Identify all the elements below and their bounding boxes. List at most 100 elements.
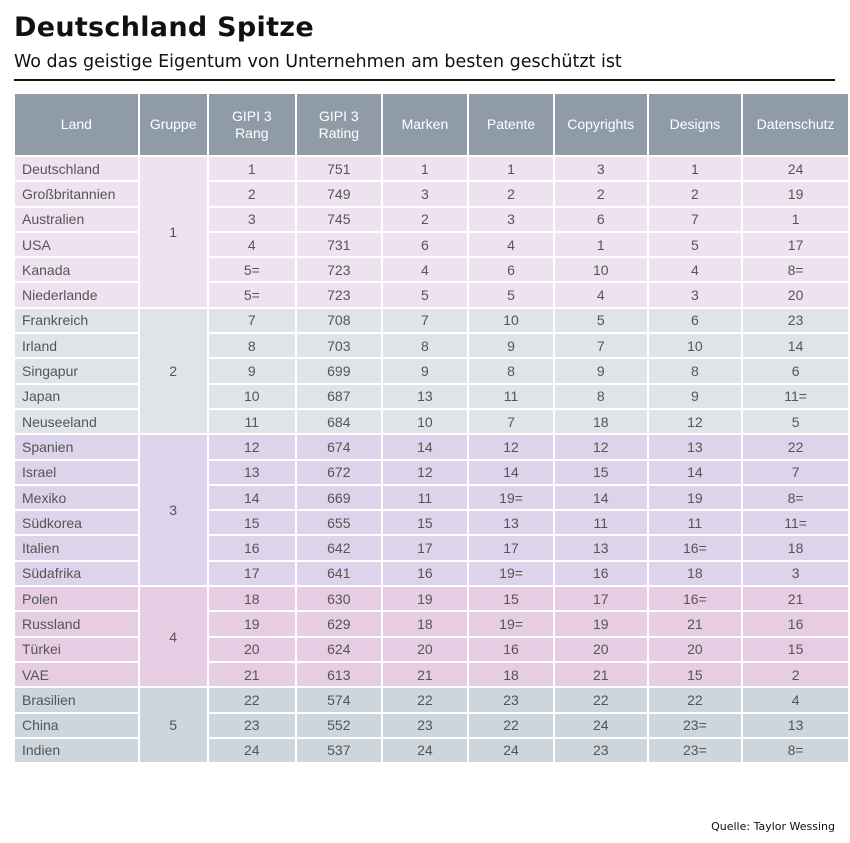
value-cell: 13 [380,382,470,410]
value-cell: 3 [380,180,470,208]
value-cell: 674 [295,433,383,461]
value-cell: 22 [380,686,470,714]
value-cell: 23 [206,711,298,739]
value-cell: 684 [295,407,383,436]
value-cell: 3 [646,281,744,309]
value-cell: 18 [467,660,555,689]
value-cell: 22 [206,686,298,714]
country-cell: Irland [13,332,140,360]
value-cell: 20 [646,635,744,663]
table-row: Neuseeland 11 684 10 7 18 12 5 [13,407,850,436]
table-row: Niederlande 5= 723 5 5 4 3 20 [13,281,850,309]
value-cell: 642 [295,534,383,562]
value-cell: 16 [467,635,555,663]
value-cell: 641 [295,559,383,588]
value-cell: 17 [467,534,555,562]
table-row: Irland 8 703 8 9 7 10 14 [13,332,850,360]
value-cell: 8 [552,382,649,410]
value-cell: 16 [206,534,298,562]
value-cell: 672 [295,458,383,486]
value-cell: 537 [295,736,383,765]
value-cell: 16 [380,559,470,588]
country-cell: Italien [13,534,140,562]
value-cell: 6 [646,306,744,335]
value-cell: 12 [552,433,649,461]
value-cell: 23= [646,736,744,765]
value-cell: 13 [552,534,649,562]
value-cell: 20 [552,635,649,663]
table-row: Italien 16 642 17 17 13 16= 18 [13,534,850,562]
value-cell: 19 [741,180,850,208]
value-cell: 23 [552,736,649,765]
value-cell: 22 [467,711,555,739]
table-row: Mexiko 14 669 11 19= 14 19 8= [13,483,850,512]
value-cell: 2 [646,180,744,208]
country-cell: Indien [13,736,140,765]
value-cell: 630 [295,585,383,613]
value-cell: 2 [380,205,470,233]
value-cell: 9 [646,382,744,410]
value-cell: 574 [295,686,383,714]
value-cell: 19 [380,585,470,613]
value-cell: 1 [467,154,555,183]
table-row: Australien 3 745 2 3 6 7 1 [13,205,850,233]
table-row: China 23 552 23 22 24 23= 13 [13,711,850,739]
value-cell: 4 [646,256,744,284]
value-cell: 20 [380,635,470,663]
value-cell: 11 [552,509,649,537]
header-row: Land Gruppe GIPI 3 Rang GIPI 3 Rating Marken… [13,92,850,157]
value-cell: 624 [295,635,383,663]
group-cell: 4 [137,585,209,689]
value-cell: 19 [206,610,298,638]
value-cell: 11 [380,483,470,512]
value-cell: 5 [741,407,850,436]
value-cell: 12 [380,458,470,486]
value-cell: 5= [206,281,298,309]
value-cell: 9 [552,357,649,385]
page-title: Deutschland Spitze [14,12,314,43]
value-cell: 16= [646,534,744,562]
value-cell: 19= [467,559,555,588]
column-header: Land [13,92,140,157]
table-row: VAE 21 613 21 18 21 15 2 [13,660,850,689]
country-cell: VAE [13,660,140,689]
value-cell: 9 [467,332,555,360]
value-cell: 24 [741,154,850,183]
value-cell: 745 [295,205,383,233]
value-cell: 14 [206,483,298,512]
value-cell: 5= [206,256,298,284]
table-row: Kanada 5= 723 4 6 10 4 8= [13,256,850,284]
table-row: Großbritannien 2 749 3 2 2 2 19 [13,180,850,208]
value-cell: 6 [380,230,470,259]
table-row: Russland 19 629 18 19= 19 21 16 [13,610,850,638]
value-cell: 8 [380,332,470,360]
column-header: Datenschutz [741,92,850,157]
value-cell: 629 [295,610,383,638]
table-row: Polen 4 18 630 19 15 17 16= 21 [13,585,850,689]
country-cell: Brasilien [13,686,140,714]
value-cell: 1 [741,205,850,233]
value-cell: 14 [646,458,744,486]
value-cell: 12 [467,433,555,461]
country-cell: Polen [13,585,140,613]
country-cell: Singapur [13,357,140,385]
value-cell: 14 [552,483,649,512]
value-cell: 12 [206,433,298,461]
value-cell: 8= [741,256,850,284]
value-cell: 15 [467,585,555,613]
value-cell: 23 [741,306,850,335]
value-cell: 16= [646,585,744,613]
value-cell: 7 [380,306,470,335]
value-cell: 2 [552,180,649,208]
table-row: Deutschland 1 1 751 1 1 3 1 24 [13,154,850,309]
country-cell: Deutschland [13,154,140,183]
column-header: Patente [467,92,555,157]
value-cell: 9 [206,357,298,385]
value-cell: 655 [295,509,383,537]
table-row: Singapur 9 699 9 8 9 8 6 [13,357,850,385]
value-cell: 13 [646,433,744,461]
value-cell: 13 [741,711,850,739]
country-cell: Türkei [13,635,140,663]
value-cell: 2 [741,660,850,689]
country-cell: Spanien [13,433,140,461]
